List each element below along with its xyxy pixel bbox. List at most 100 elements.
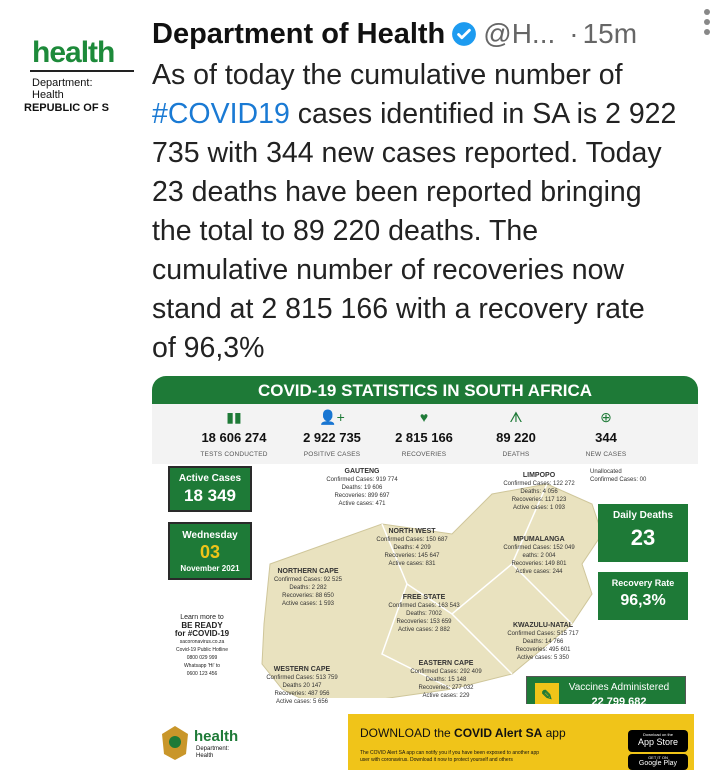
hashtag-link[interactable]: #COVID19	[152, 98, 290, 130]
stat-label: DEATHS	[502, 451, 530, 458]
unallocated-value: Confirmed Cases: 00	[590, 477, 647, 483]
province-kwazulu-natal: KWAZULU-NATAL Confirmed Cases: 515 717 D…	[498, 622, 588, 662]
daily-deaths-box: Daily Deaths 23	[598, 504, 688, 562]
tweet-line: 735 with 344 new cases reported. Today	[152, 137, 662, 169]
tweet-line: #COVID19 cases identified in SA is 2 922	[152, 95, 707, 134]
attached-infographic-image[interactable]: COVID-19 STATISTICS IN SOUTH AFRICA ▮▮ 1…	[152, 376, 698, 770]
province-stat: Active cases: 5 350	[516, 655, 570, 661]
province-name: FREE STATE	[402, 594, 446, 601]
map-section: Active Cases 18 349 Wednesday 03 Novembe…	[152, 464, 698, 705]
province-stat: Confirmed Cases: 92 525	[273, 577, 343, 583]
infographic-title: COVID-19 STATISTICS IN SOUTH AFRICA	[152, 376, 698, 404]
date-day: 03	[199, 542, 221, 562]
download-prefix: DOWNLOAD the	[360, 726, 455, 740]
tweet-line: of 96,3%	[152, 332, 265, 364]
province-stat: Deaths: 7002	[406, 611, 442, 617]
province-stat: Active cases: 5 656	[275, 699, 329, 705]
google-play-badge[interactable]: GET IT ON Google Play	[628, 754, 688, 770]
person-plus-icon: 👤+	[319, 409, 345, 425]
stat-positive: 👤+ 2 922 735 POSITIVE CASES	[282, 408, 382, 458]
app-store-top: Download on the	[642, 732, 674, 737]
download-heading: DOWNLOAD the COVID Alert SA app	[360, 726, 566, 740]
province-eastern-cape: EASTERN CAPE Confirmed Cases: 292 409 De…	[398, 660, 494, 700]
province-stat: Active cases: 2 882	[397, 627, 451, 633]
profile-avatar[interactable]: health Department: Health REPUBLIC OF S	[22, 30, 134, 120]
footer-dept: Department: Health	[196, 746, 229, 760]
province-gauteng: GAUTENG Confirmed Cases: 919 774 Deaths:…	[312, 468, 412, 508]
province-stat: Recoveries: 487 956	[274, 691, 330, 697]
province-stat: eaths: 2 004	[522, 553, 556, 559]
more-options-icon[interactable]	[702, 6, 712, 36]
stat-label: POSITIVE CASES	[303, 451, 361, 458]
province-name: KWAZULU-NATAL	[512, 622, 573, 629]
stat-label: NEW CASES	[585, 451, 627, 458]
tweet-timestamp[interactable]: 15m	[582, 18, 638, 49]
province-stat: Recoveries: 145 647	[384, 553, 440, 559]
test-tubes-icon: ▮▮	[226, 409, 242, 425]
province-stat: Confirmed Cases: 122 272	[503, 481, 575, 487]
date-weekday: Wednesday	[182, 530, 238, 541]
province-name: EASTERN CAPE	[418, 660, 474, 667]
daily-deaths-label: Daily Deaths	[612, 510, 674, 521]
heartbeat-icon: ♥	[419, 409, 429, 425]
learn-line: Whatsapp 'Hi' to	[183, 663, 221, 669]
separator-dot: ·	[569, 18, 579, 49]
footer-dept-line: Health	[196, 753, 214, 759]
province-stat: Active cases: 229	[422, 693, 470, 699]
unallocated-info: Unallocated Confirmed Cases: 00	[590, 468, 670, 484]
province-name: NORTH WEST	[388, 528, 436, 535]
province-stat: Deaths: 15 148	[425, 677, 467, 683]
learn-line: 0800 029 999	[186, 655, 218, 661]
province-stat: Recoveries: 88 650	[282, 593, 334, 599]
avatar-divider	[30, 70, 134, 72]
recovery-rate-value: 96,3%	[620, 592, 666, 609]
tweet-header: Department of Health @H... · 15m	[152, 14, 700, 54]
footer-dept-line: Department:	[196, 746, 230, 752]
tweet-line-rest: cases identified in SA is 2 922	[289, 98, 677, 130]
province-name: MPUMALANGA	[513, 536, 565, 543]
stat-label: TESTS CONDUCTED	[200, 451, 268, 458]
province-stat: Confirmed Cases: 292 409	[410, 669, 482, 675]
province-stat: Deaths: 14 766	[522, 639, 564, 645]
download-desc-line: The COVID Alert SA app can notify you if…	[360, 750, 540, 756]
deaths-icon: ᗑ	[509, 409, 523, 425]
footer-health-wordmark: health	[194, 728, 239, 745]
province-name: NORTHERN CAPE	[277, 568, 339, 575]
tweet-line: the total to 89 220 deaths. The	[152, 215, 539, 247]
province-stat: Recoveries: 149 801	[511, 561, 567, 567]
learn-line: Covid-19 Public Hotline	[176, 647, 228, 653]
province-stat: Active cases: 1 593	[281, 601, 335, 607]
province-stat: Active cases: 244	[515, 569, 563, 575]
learn-more-panel: Learn more to BE READY for #COVID-19 sac…	[164, 614, 240, 678]
stat-value: 89 220	[496, 430, 536, 445]
province-name: WESTERN CAPE	[273, 666, 331, 673]
recovery-rate-label: Recovery Rate	[611, 578, 675, 588]
active-cases-value: 18 349	[184, 486, 236, 505]
magnifier-plus-icon: ⊕	[600, 409, 612, 425]
account-name[interactable]: Department of Health	[152, 17, 446, 50]
learn-line: sacoronavirus.co.za	[179, 639, 225, 645]
province-stat: Confirmed Cases: 513 759	[266, 675, 338, 681]
tweet-line: 23 deaths have been reported bringing	[152, 176, 642, 208]
province-western-cape: WESTERN CAPE Confirmed Cases: 513 759 De…	[254, 666, 350, 706]
province-limpopo: LIMPOPO Confirmed Cases: 122 272 Deaths:…	[492, 472, 586, 512]
learn-line: for #COVID-19	[174, 629, 230, 638]
province-stat: Recoveries: 899 697	[334, 493, 390, 499]
province-stat: Active cases: 471	[338, 501, 386, 507]
date-month-year: November 2021	[180, 564, 240, 573]
covid-alert-banner: DOWNLOAD the COVID Alert SA app The COVI…	[348, 714, 694, 770]
province-north-west: NORTH WEST Confirmed Cases: 150 687 Deat…	[364, 528, 460, 568]
app-store-badge[interactable]: Download on the App Store	[628, 730, 688, 752]
account-handle[interactable]: @H...	[483, 18, 556, 49]
province-name: LIMPOPO	[522, 472, 556, 479]
province-stat: Confirmed Cases: 919 774	[326, 477, 398, 483]
stat-recoveries: ♥ 2 815 166 RECOVERIES	[374, 408, 474, 458]
avatar-dept-line3: REPUBLIC OF S	[24, 102, 109, 114]
vaccines-label: Vaccines Administered	[568, 682, 670, 693]
download-description: The COVID Alert SA app can notify you if…	[360, 750, 610, 764]
stat-value: 2 815 166	[395, 430, 453, 445]
avatar-health-wordmark: health	[32, 36, 115, 69]
avatar-dept-line1: Department:	[32, 77, 93, 89]
app-store-label: App Store	[637, 737, 679, 747]
google-play-top: GET IT ON	[648, 755, 668, 760]
